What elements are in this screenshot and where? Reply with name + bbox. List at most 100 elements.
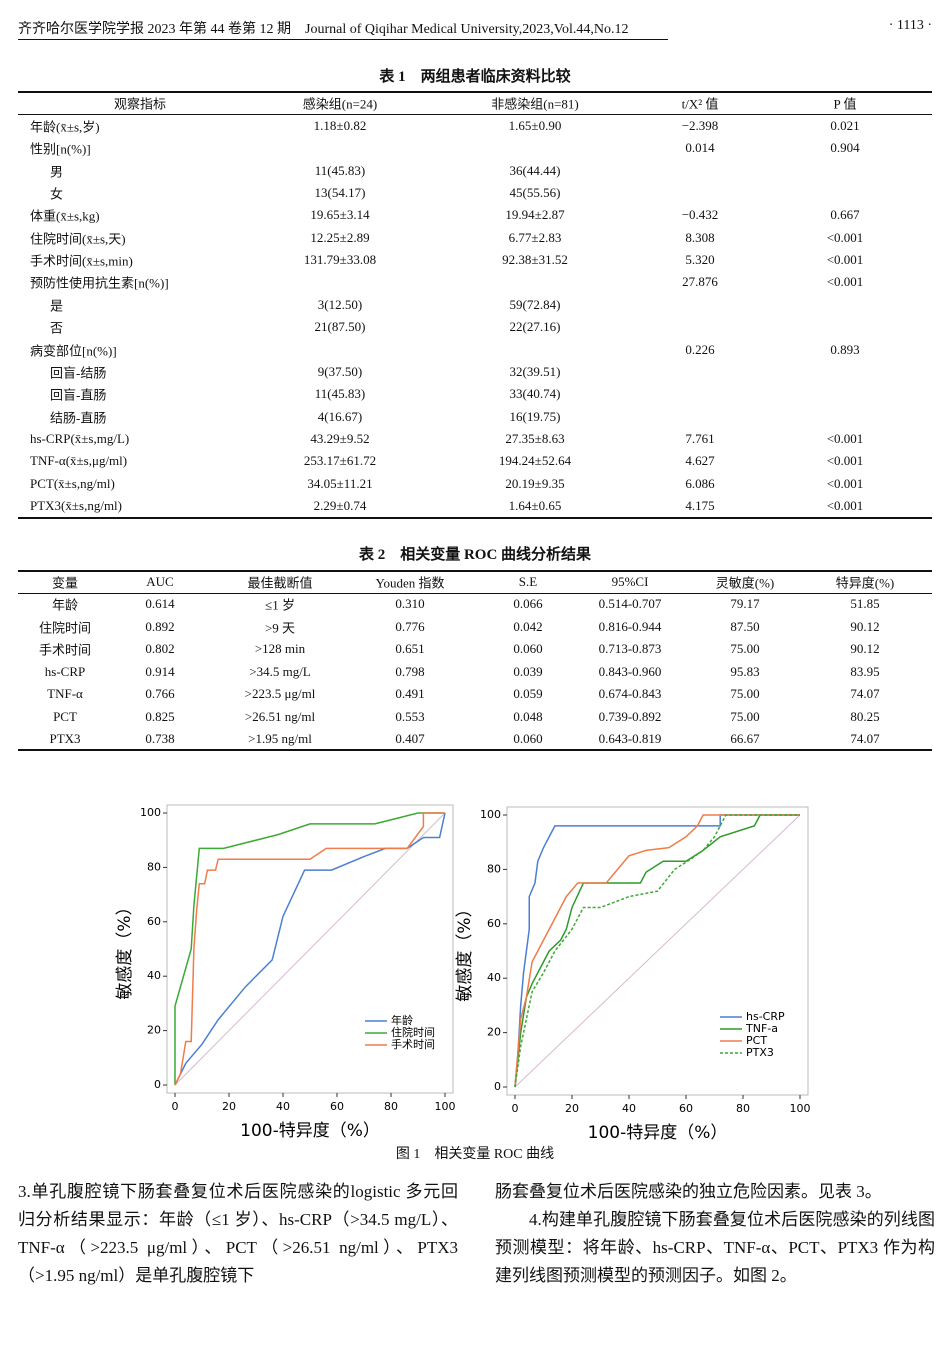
row-label: 回盲-结肠 [50, 365, 107, 381]
legend-label: 手术时间 [391, 1037, 435, 1051]
table-cell: >223.5 μg/ml [244, 686, 316, 701]
table-cell: 11(45.83) [314, 162, 366, 178]
legend-label: 年龄 [391, 1013, 413, 1027]
table-cell: 0.713-0.873 [598, 641, 662, 656]
roc-curve [514, 814, 800, 1088]
column-header: 感染组(n=24) [302, 96, 378, 112]
table-cell: 0.667 [830, 207, 860, 223]
header-rule [18, 39, 668, 40]
x-tick-label: 60 [679, 1102, 693, 1115]
table-cell: 66.67 [730, 731, 760, 746]
roc-curve [174, 812, 445, 1085]
table-cell: 5.320 [685, 252, 715, 268]
row-label: 住院时间(x̄±s,天) [30, 231, 126, 247]
table-cell: TNF-α [47, 686, 83, 701]
table-cell: 45(55.56) [509, 185, 561, 201]
figure: 0 20 40 60 80 100 0 20 40 60 80 100 100-特异度（%） 敏感度（%）… [115, 804, 811, 1140]
table-cell: 36(44.44) [509, 162, 561, 178]
x-axis-label: 100-特异度（%） [240, 1121, 380, 1140]
x-tick-label: 40 [276, 1100, 290, 1113]
table-cell: 3(12.50) [317, 296, 363, 312]
table-cell: −2.398 [681, 118, 719, 133]
table-cell: 0.825 [145, 708, 175, 724]
table-cell: 11(45.83) [314, 386, 366, 402]
table-cell: 年龄 [51, 597, 79, 613]
table-cell: >26.51 ng/ml [244, 708, 316, 724]
column-header: t/X² 值 [681, 96, 719, 112]
table-cell: 95.83 [730, 663, 760, 679]
row-label: 性别[n(%)] [30, 141, 91, 157]
reference-line [174, 812, 446, 1086]
table-cell: 131.79±33.08 [303, 252, 377, 268]
table-cell: 0.042 [513, 618, 543, 634]
table-cell: 32(39.51) [509, 363, 561, 379]
table-cell: PTX3 [49, 731, 81, 746]
table-cell: <0.001 [826, 430, 864, 446]
table-cell: 19.94±2.87 [505, 207, 565, 223]
x-tick-label: 60 [330, 1100, 344, 1113]
table-cell: 194.24±52.64 [498, 453, 572, 469]
row-label: PCT(x̄±s,ng/ml) [30, 475, 115, 491]
table-cell: 手术时间 [38, 642, 92, 658]
paragraph: 3.单孔腹腔镜下肠套叠复位术后医院感染的logistic 多元回归分析结果显示：… [18, 1182, 458, 1285]
table-cell: 0.226 [685, 341, 715, 357]
table-cell: 74.07 [850, 686, 880, 701]
x-tick-label: 80 [384, 1100, 398, 1113]
table-cell: 27.876 [682, 274, 718, 290]
row-label: 手术时间(x̄±s,min) [30, 253, 133, 269]
table-cell: 90.12 [850, 618, 880, 634]
table-cell: 19.65±3.14 [310, 207, 370, 223]
x-tick-label: 0 [172, 1100, 179, 1113]
row-label: 是 [50, 298, 64, 314]
table-cell: 253.17±61.72 [303, 453, 377, 469]
column-header: 灵敏度(%) [715, 575, 775, 591]
row-label: 结肠-直肠 [50, 410, 107, 426]
table-cell: 22(27.16) [509, 319, 561, 335]
roc-curve [514, 814, 800, 1088]
table-rule [18, 570, 932, 572]
table-cell: >9 天 [264, 620, 296, 635]
table-cell: 0.553 [395, 708, 425, 724]
table-cell: 4(16.67) [317, 408, 363, 424]
table-rule [18, 749, 932, 751]
table-cell: 0.904 [830, 140, 860, 156]
table-cell: <0.001 [826, 229, 864, 245]
column-header: 观察指标 [113, 96, 167, 112]
table-cell: 90.12 [850, 641, 880, 656]
table-cell: 0.651 [395, 641, 425, 656]
table-cell: 1.18±0.82 [313, 118, 367, 133]
table-cell: 2.29±0.74 [313, 497, 367, 513]
table-cell: 0.066 [513, 596, 543, 611]
table-cell: 0.039 [513, 663, 543, 679]
table-title: 表 2 相关变量 ROC 曲线分析结果 [358, 547, 592, 563]
legend-label: TNF-a [745, 1022, 778, 1035]
y-tick-label: 0 [494, 1080, 501, 1093]
y-tick-label: 100 [140, 806, 161, 819]
y-tick-label: 20 [487, 1026, 501, 1039]
row-label: TNF-α(x̄±s,μg/ml) [30, 453, 128, 469]
table-cell: 9(37.50) [317, 363, 363, 379]
x-tick-label: 0 [512, 1102, 519, 1115]
table-cell: 0.674-0.843 [598, 686, 662, 701]
table-cell: >34.5 mg/L [249, 663, 311, 679]
y-tick-label: 0 [154, 1078, 161, 1091]
table-title: 表 1 两组患者临床资料比较 [379, 69, 571, 85]
table-cell: 0.914 [145, 663, 175, 679]
column-header: 95%CI [611, 574, 649, 589]
table-cell: 7.761 [685, 430, 715, 446]
table-cell: 0.893 [830, 341, 860, 357]
roc-curve [174, 812, 446, 1086]
table-cell: 0.514-0.707 [598, 596, 662, 611]
paragraph: 4.构建单孔腹腔镜下肠套叠复位术后医院感染的列线图预测模型：将年龄、hs-CRP… [495, 1210, 935, 1285]
table-cell: 74.07 [850, 731, 880, 746]
table-rule [18, 91, 932, 93]
table-cell: 0.738 [145, 731, 175, 746]
table-cell: 0.802 [145, 641, 175, 656]
table-cell: 0.048 [513, 708, 543, 724]
table-cell: 0.776 [395, 618, 425, 634]
table-cell: 51.85 [850, 596, 880, 611]
reference-line [514, 814, 801, 1088]
column-header: 最佳截断值 [247, 575, 313, 591]
y-tick-label: 20 [147, 1024, 161, 1037]
